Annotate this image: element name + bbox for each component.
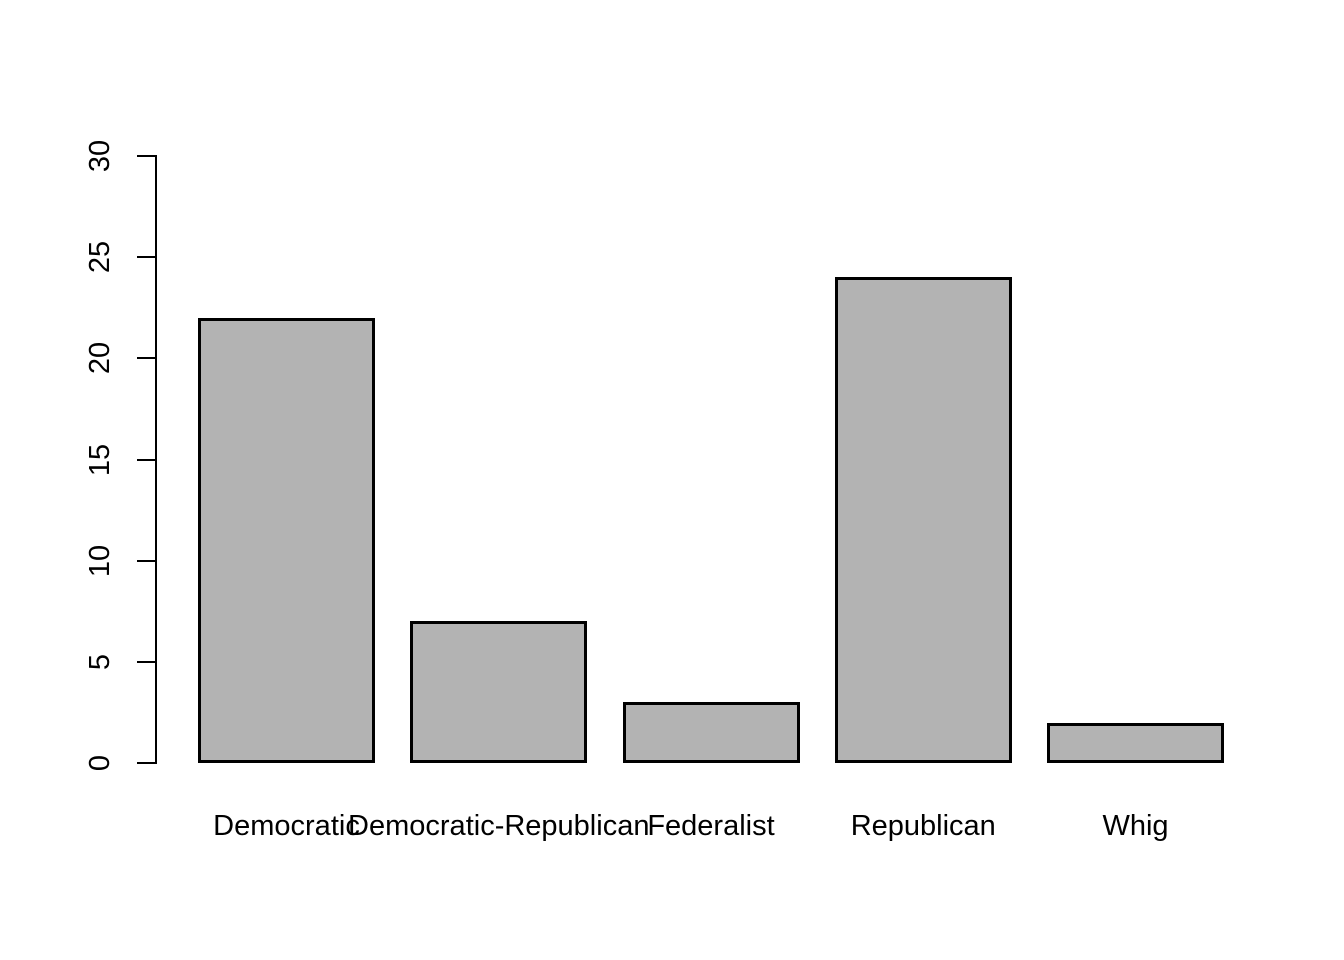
y-axis-tick-label: 30 [84,139,116,173]
bar-democratic [198,317,375,763]
bar-whig [1047,722,1224,763]
x-axis-label-republican: Republican [850,810,996,842]
y-axis-tick [137,559,155,562]
y-axis-tick [137,458,155,461]
x-axis-label-democratic: Democratic [213,810,360,842]
bar-republican [835,277,1012,763]
y-axis-tick [137,660,155,663]
y-axis-tick [137,256,155,259]
y-axis-tick [137,357,155,360]
x-axis-label-democratic-republican: Democratic-Republican [348,810,650,842]
y-axis-line [155,155,157,764]
x-axis-label-federalist: Federalist [647,810,775,842]
y-axis-tick [137,155,155,157]
bar-federalist [623,702,800,763]
y-axis-tick [137,762,155,764]
bar-democratic-republican [410,621,587,763]
x-axis-label-whig: Whig [1102,810,1169,842]
